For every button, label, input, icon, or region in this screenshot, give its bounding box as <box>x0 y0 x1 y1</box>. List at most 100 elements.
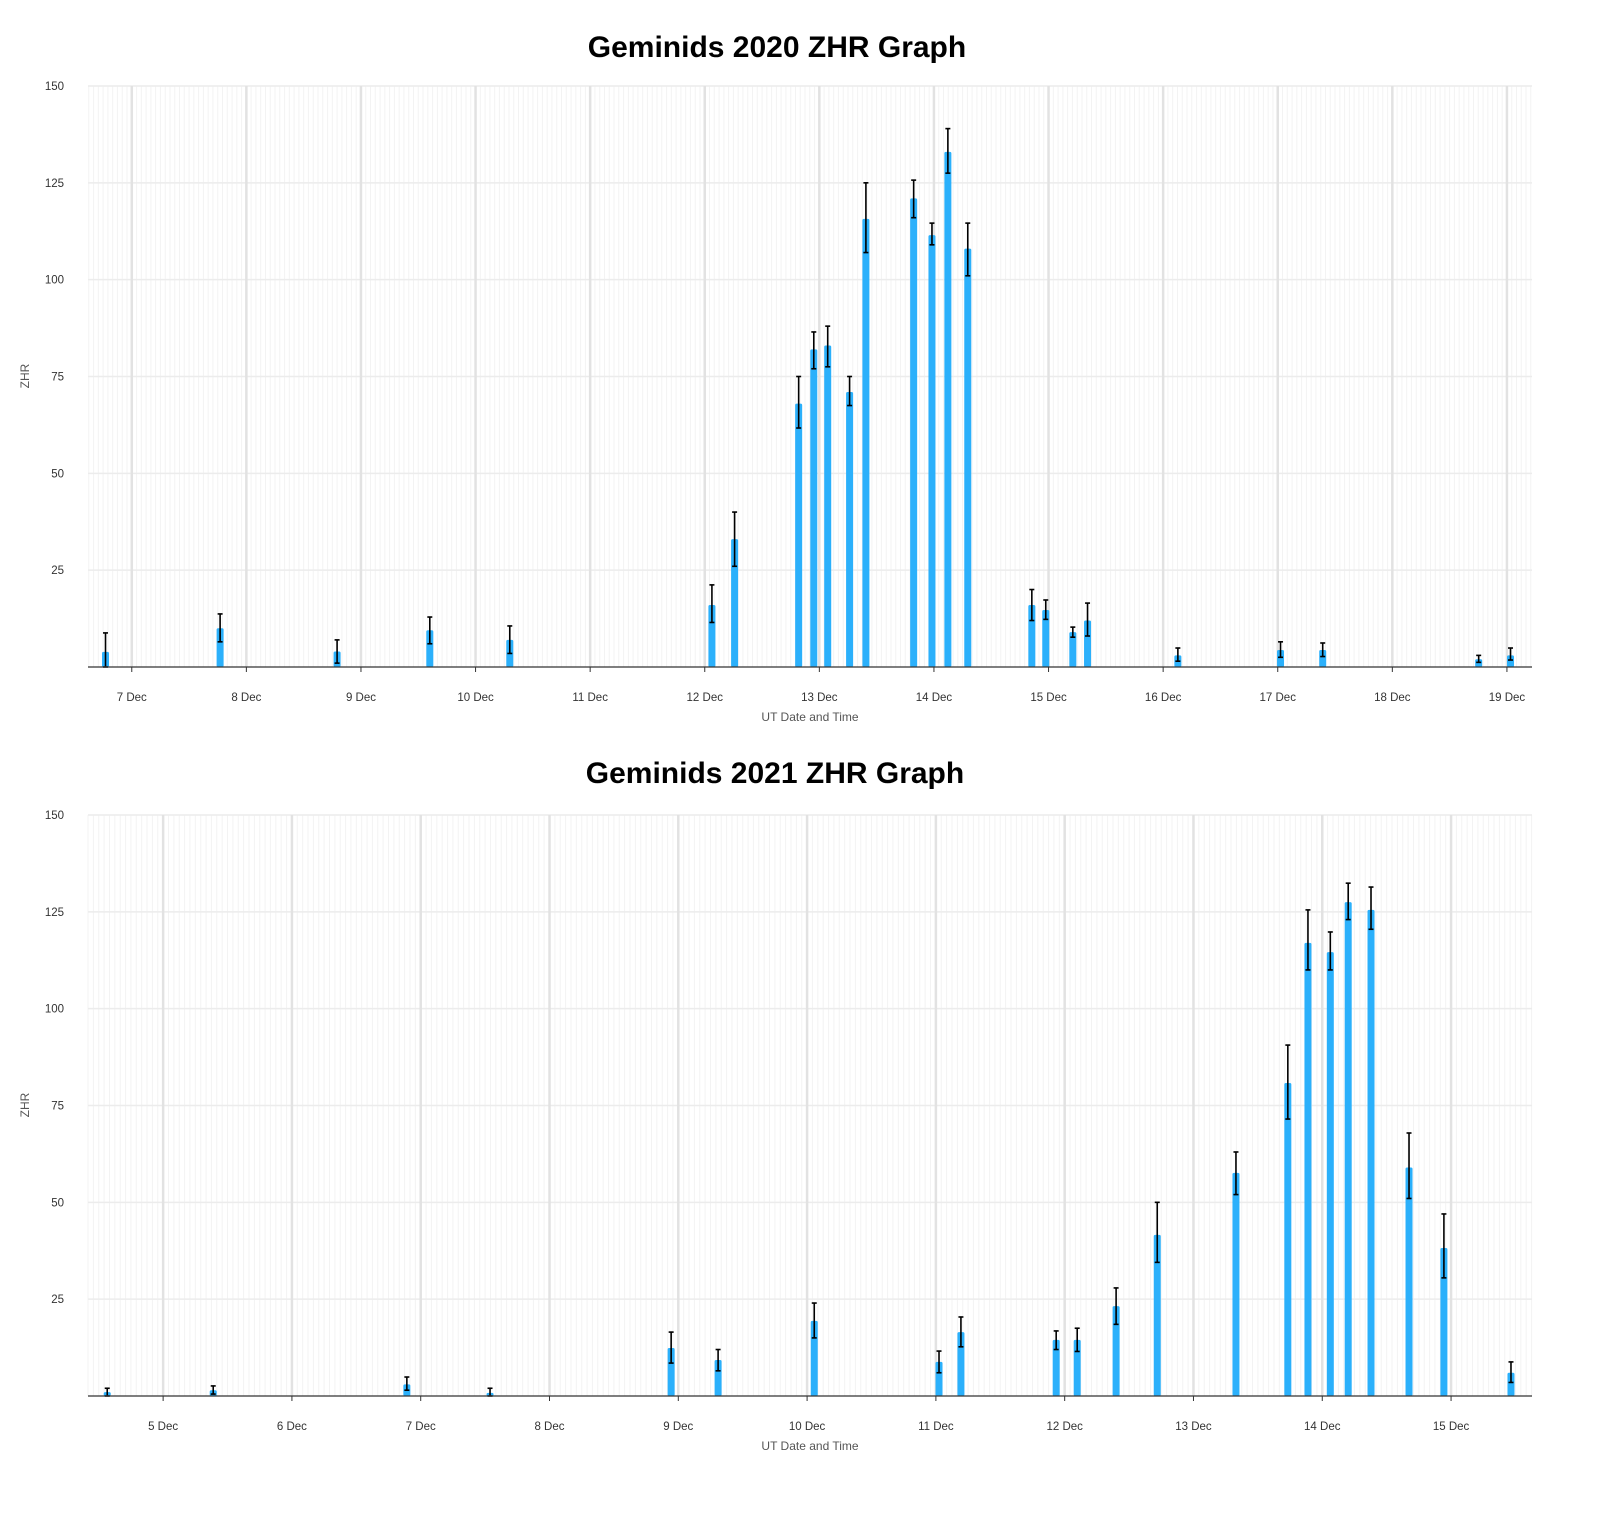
zhr-bar <box>1069 632 1077 667</box>
error-bar <box>1074 1327 1080 1353</box>
y-tick-label: 125 <box>45 907 64 919</box>
error-bar <box>217 613 223 643</box>
x-tick-label: 17 Dec <box>1260 692 1297 704</box>
x-tick-label: 13 Dec <box>1175 1421 1212 1433</box>
y-tick-label: 50 <box>51 468 64 480</box>
x-tick-label: 11 Dec <box>918 1421 954 1433</box>
x-tick-label: 14 Dec <box>1304 1421 1341 1433</box>
zhr-bar <box>957 1332 965 1396</box>
error-bar <box>1053 1330 1059 1351</box>
error-bar <box>1085 602 1091 637</box>
y-tick-label: 100 <box>45 1004 64 1016</box>
x-tick-label: 11 Dec <box>572 692 608 704</box>
zhr-bar <box>1042 610 1050 667</box>
error-bar <box>1320 642 1326 658</box>
zhr-bar <box>935 1361 943 1396</box>
error-bar <box>709 584 715 624</box>
x-tick-label: 10 Dec <box>457 692 494 704</box>
zhr-bar <box>928 235 936 667</box>
y-tick-label: 25 <box>51 565 64 577</box>
zhr-bar <box>810 1320 818 1396</box>
geminids-2020-chart: Geminids 2020 ZHR Graph UT Date and Time… <box>18 31 1532 724</box>
error-bar <box>1368 886 1374 931</box>
error-bar <box>1175 647 1181 662</box>
zhr-bar <box>1153 1234 1161 1396</box>
zhr-bar <box>667 1347 675 1396</box>
error-bar <box>427 616 433 645</box>
zhr-bar <box>1326 952 1334 1396</box>
error-bar <box>715 1348 721 1372</box>
grid <box>88 85 1532 667</box>
x-tick-label: 8 Dec <box>231 692 261 704</box>
zhr-bar <box>714 1359 722 1396</box>
x-tick-label: 10 Dec <box>789 1421 826 1433</box>
zhr-bar <box>1084 620 1092 667</box>
zhr-bar <box>1319 649 1327 667</box>
x-tick-label: 14 Dec <box>916 692 953 704</box>
y-tick-label: 125 <box>45 178 64 190</box>
x-tick-label: 13 Dec <box>801 692 838 704</box>
y-tick-label: 150 <box>45 810 64 822</box>
error-bar <box>1406 1132 1412 1200</box>
zhr-bar <box>1405 1167 1413 1396</box>
y-tick-label: 150 <box>45 81 64 93</box>
error-bar <box>945 127 951 174</box>
zhr-bar <box>708 605 716 667</box>
error-bar <box>958 1316 964 1348</box>
y-tick-label: 75 <box>51 372 64 384</box>
x-tick-label: 19 Dec <box>1489 692 1526 704</box>
x-tick-label: 12 Dec <box>1046 1421 1083 1433</box>
x-tick-label: 9 Dec <box>346 692 376 704</box>
error-bar <box>507 625 513 655</box>
zhr-bar <box>1507 655 1515 667</box>
error-bar <box>210 1385 216 1395</box>
geminids-2021-chart: Geminids 2021 ZHR Graph UT Date and Time… <box>18 757 1533 1453</box>
zhr-bar <box>824 345 832 667</box>
zhr-bar <box>944 151 952 667</box>
error-bar <box>668 1331 674 1364</box>
grid <box>87 814 1533 1396</box>
error-bar <box>1278 641 1284 659</box>
error-bar <box>1285 1044 1291 1120</box>
zhr-bar <box>1367 909 1375 1396</box>
y-tick-label: 75 <box>51 1101 64 1113</box>
zhr-bar <box>1277 649 1285 667</box>
x-tick-label: 16 Dec <box>1145 692 1182 704</box>
zhr-bar <box>1507 1372 1515 1396</box>
error-bar <box>936 1350 942 1374</box>
x-tick-label: 15 Dec <box>1433 1421 1470 1433</box>
y-tick-label: 25 <box>51 1294 64 1306</box>
error-bar <box>811 331 817 370</box>
chart-title: Geminids 2021 ZHR Graph <box>586 757 964 790</box>
x-tick-label: 8 Dec <box>534 1421 564 1433</box>
zhr-bar <box>795 403 803 667</box>
error-bar <box>929 222 935 246</box>
y-tick-label: 100 <box>45 275 64 287</box>
x-tick-label: 15 Dec <box>1030 692 1067 704</box>
error-bar <box>1327 931 1333 971</box>
error-bar <box>732 511 738 568</box>
error-bar <box>1508 1361 1514 1384</box>
x-tick-label: 6 Dec <box>277 1421 307 1433</box>
error-bar <box>825 325 831 368</box>
error-bar <box>1233 1151 1239 1196</box>
x-axis-label: UT Date and Time <box>761 710 858 724</box>
y-axis-label: ZHR <box>18 363 32 388</box>
x-tick-label: 9 Dec <box>663 1421 693 1433</box>
zhr-bar <box>426 630 434 667</box>
zhr-bar <box>1284 1083 1292 1396</box>
error-bar <box>404 1376 410 1391</box>
zhr-bar <box>964 248 972 667</box>
error-bar <box>1476 654 1482 664</box>
zhr-bar <box>1304 942 1312 1396</box>
x-tick-label: 5 Dec <box>148 1421 178 1433</box>
x-tick-label: 12 Dec <box>687 692 724 704</box>
zhr-bar <box>1344 902 1352 1396</box>
error-bar <box>911 179 917 219</box>
error-bar <box>1113 1287 1119 1326</box>
y-tick-label: 50 <box>51 1197 64 1209</box>
chart-title: Geminids 2020 ZHR Graph <box>588 31 966 64</box>
zhr-bar <box>731 539 739 667</box>
x-tick-label: 7 Dec <box>117 692 147 704</box>
error-bar <box>1441 1213 1447 1279</box>
